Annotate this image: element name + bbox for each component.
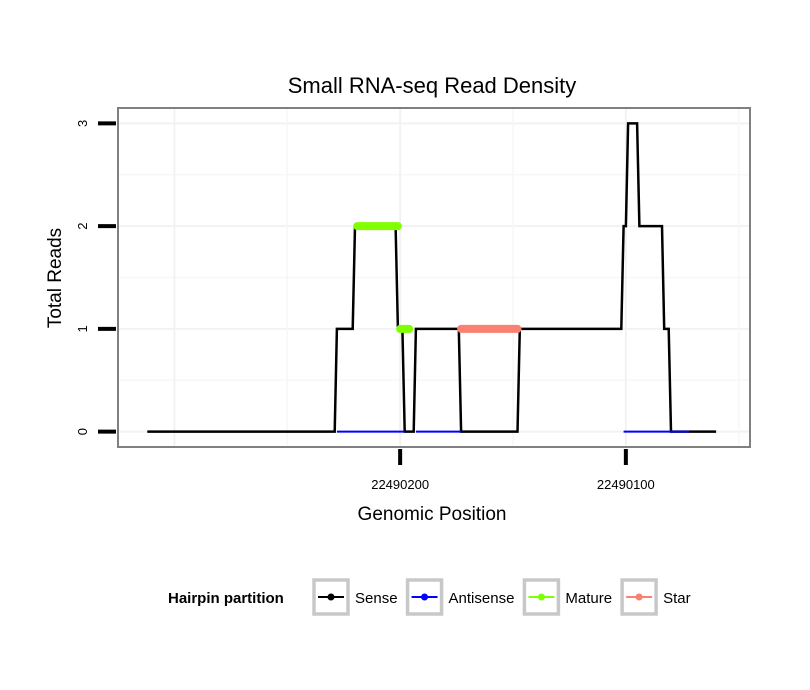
legend-label-star: Star [663, 590, 691, 607]
legend-dot-sense [327, 593, 335, 601]
x-tick-label: 22490100 [597, 477, 655, 492]
legend-dot-mature [537, 593, 545, 601]
y-tick-label: 1 [75, 325, 90, 332]
plot-border [117, 107, 751, 448]
y-axis-label: Total Reads [45, 228, 66, 328]
x-axis: 22490200 22490100 [371, 449, 655, 492]
y-tick-label: 0 [75, 428, 90, 435]
plot-area [117, 107, 751, 448]
legend-title: Hairpin partition [168, 590, 284, 607]
legend-label-sense: Sense [355, 590, 398, 607]
x-tick-label: 22490200 [371, 477, 429, 492]
legend-label-antisense: Antisense [449, 590, 515, 607]
legend-dot-star [635, 593, 643, 601]
series-layer [147, 122, 717, 433]
y-axis: 0 1 2 3 [75, 120, 116, 435]
legend-dot-antisense [421, 593, 429, 601]
legend-items: Sense Antisense Mature Star [312, 578, 691, 616]
chart-title: Small RNA-seq Read Density [288, 73, 577, 98]
x-axis-label: Genomic Position [358, 504, 507, 525]
legend: Hairpin partition Sense Antisense Mature St… [168, 578, 691, 616]
y-tick-label: 2 [75, 222, 90, 229]
y-tick-label: 3 [75, 120, 90, 127]
legend-label-mature: Mature [565, 590, 612, 607]
